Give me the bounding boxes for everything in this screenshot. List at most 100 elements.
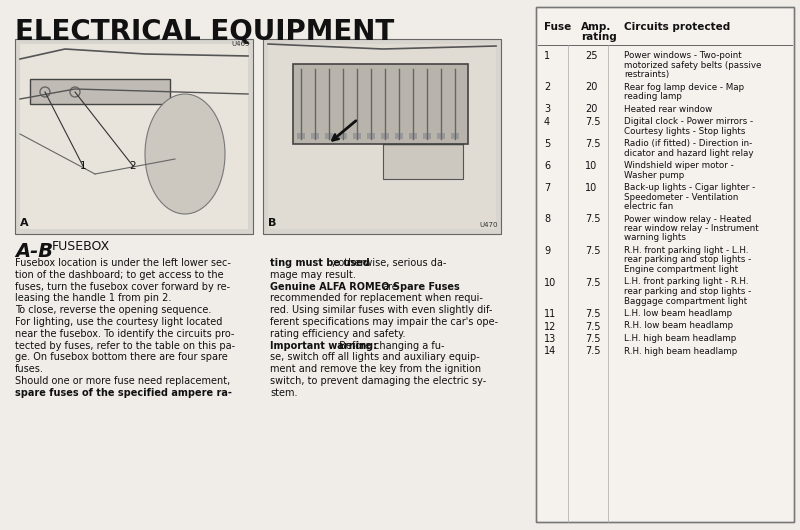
Text: 11: 11 xyxy=(544,309,556,319)
Text: fuses, turn the fusebox cover forward by re-: fuses, turn the fusebox cover forward by… xyxy=(15,281,230,292)
Text: 2: 2 xyxy=(544,83,550,93)
Text: 13: 13 xyxy=(544,334,556,344)
Text: ; otherwise, serious da-: ; otherwise, serious da- xyxy=(332,258,446,268)
Text: rear parking and stop lights -: rear parking and stop lights - xyxy=(624,287,751,296)
Bar xyxy=(15,39,253,234)
Text: 5: 5 xyxy=(544,139,550,149)
Text: tion of the dashboard; to get access to the: tion of the dashboard; to get access to … xyxy=(15,270,224,280)
Text: 25: 25 xyxy=(585,51,598,61)
Text: fuses.: fuses. xyxy=(15,364,44,374)
Text: L.H. high beam headlamp: L.H. high beam headlamp xyxy=(624,334,736,343)
Text: Fuse: Fuse xyxy=(544,22,571,32)
Text: 7.5: 7.5 xyxy=(585,322,601,331)
Text: ment and remove the key from the ignition: ment and remove the key from the ignitio… xyxy=(270,364,481,374)
Text: Back-up lights - Cigar lighter -: Back-up lights - Cigar lighter - xyxy=(624,183,755,192)
Text: restraints): restraints) xyxy=(624,70,670,79)
Text: 7.5: 7.5 xyxy=(585,347,601,357)
Bar xyxy=(536,7,794,522)
Text: rating efficiency and safety.: rating efficiency and safety. xyxy=(270,329,406,339)
Text: 7.5: 7.5 xyxy=(585,117,601,127)
Text: tected by fuses, refer to the table on this pa-: tected by fuses, refer to the table on t… xyxy=(15,341,235,351)
Text: Amp.: Amp. xyxy=(581,22,611,32)
Text: Speedometer - Ventilation: Speedometer - Ventilation xyxy=(624,192,738,201)
Text: 7.5: 7.5 xyxy=(585,278,601,287)
Text: 8: 8 xyxy=(544,215,550,225)
Text: 20: 20 xyxy=(585,83,598,93)
Text: are: are xyxy=(383,281,398,292)
Text: Important warning:: Important warning: xyxy=(270,341,377,351)
Text: 7.5: 7.5 xyxy=(585,334,601,344)
Bar xyxy=(383,144,463,179)
Text: Radio (if fitted) - Direction in-: Radio (if fitted) - Direction in- xyxy=(624,139,752,148)
Text: Fusebox location is under the left lower sec-: Fusebox location is under the left lower… xyxy=(15,258,231,268)
Bar xyxy=(395,133,403,139)
Text: R.H. front parking light - L.H.: R.H. front parking light - L.H. xyxy=(624,246,749,255)
Text: 6: 6 xyxy=(544,161,550,171)
Text: mage may result.: mage may result. xyxy=(270,270,356,280)
Text: 7.5: 7.5 xyxy=(585,215,601,225)
Text: 10: 10 xyxy=(544,278,556,287)
Bar xyxy=(339,133,347,139)
Bar xyxy=(437,133,445,139)
Text: 9: 9 xyxy=(544,246,550,256)
Text: 7: 7 xyxy=(544,183,550,193)
Text: 7.5: 7.5 xyxy=(585,139,601,149)
Text: red. Using similar fuses with even slightly dif-: red. Using similar fuses with even sligh… xyxy=(270,305,492,315)
Text: For lighting, use the courtesy light located: For lighting, use the courtesy light loc… xyxy=(15,317,222,327)
Text: Digital clock - Power mirrors -: Digital clock - Power mirrors - xyxy=(624,117,753,126)
Text: 3: 3 xyxy=(544,104,550,114)
Text: U470: U470 xyxy=(479,222,498,228)
Text: L.H. front parking light - R.H.: L.H. front parking light - R.H. xyxy=(624,278,749,287)
Text: reading lamp: reading lamp xyxy=(624,92,682,101)
Bar xyxy=(451,133,459,139)
Text: warning lights: warning lights xyxy=(624,234,686,243)
Text: R.H. high beam headlamp: R.H. high beam headlamp xyxy=(624,347,738,356)
Text: A: A xyxy=(20,218,29,228)
Text: 10: 10 xyxy=(585,161,598,171)
Text: B: B xyxy=(268,218,276,228)
Text: 12: 12 xyxy=(544,322,556,331)
Text: U469: U469 xyxy=(231,41,250,47)
Text: Genuine ALFA ROMEO Spare Fuses: Genuine ALFA ROMEO Spare Fuses xyxy=(270,281,463,292)
Text: switch, to prevent damaging the electric sy-: switch, to prevent damaging the electric… xyxy=(270,376,486,386)
Bar xyxy=(367,133,375,139)
Text: spare fuses of the specified ampere ra-: spare fuses of the specified ampere ra- xyxy=(15,388,232,398)
Text: L.H. low beam headlamp: L.H. low beam headlamp xyxy=(624,309,732,318)
Text: Circuits protected: Circuits protected xyxy=(624,22,730,32)
Bar xyxy=(409,133,417,139)
Text: rating: rating xyxy=(581,32,617,42)
Text: ge. On fusebox bottom there are four spare: ge. On fusebox bottom there are four spa… xyxy=(15,352,228,363)
Text: Power window relay - Heated: Power window relay - Heated xyxy=(624,215,751,224)
Text: 20: 20 xyxy=(585,104,598,114)
Text: Baggage compartment light: Baggage compartment light xyxy=(624,296,747,305)
Bar xyxy=(536,7,794,522)
Text: 7.5: 7.5 xyxy=(585,246,601,256)
Bar xyxy=(325,133,333,139)
Bar xyxy=(268,44,496,229)
Text: rear window relay - Instrument: rear window relay - Instrument xyxy=(624,224,758,233)
Text: dicator and hazard light relay: dicator and hazard light relay xyxy=(624,148,754,157)
Text: 10: 10 xyxy=(585,183,598,193)
Text: Engine compartment light: Engine compartment light xyxy=(624,265,738,274)
Text: motorized safety belts (passive: motorized safety belts (passive xyxy=(624,60,762,69)
Text: To close, reverse the opening sequence.: To close, reverse the opening sequence. xyxy=(15,305,211,315)
Text: Rear fog lamp device - Map: Rear fog lamp device - Map xyxy=(624,83,744,92)
Text: 1: 1 xyxy=(80,161,86,171)
Text: rear parking and stop lights -: rear parking and stop lights - xyxy=(624,255,751,264)
Bar xyxy=(293,64,468,144)
Bar xyxy=(311,133,319,139)
Text: A-B: A-B xyxy=(15,242,53,261)
Text: R.H. low beam headlamp: R.H. low beam headlamp xyxy=(624,322,733,331)
Text: se, switch off all lights and auxiliary equip-: se, switch off all lights and auxiliary … xyxy=(270,352,480,363)
Text: near the fusebox. To identify the circuits pro-: near the fusebox. To identify the circui… xyxy=(15,329,234,339)
Text: 2: 2 xyxy=(130,161,136,171)
Bar xyxy=(30,79,170,104)
Text: 4: 4 xyxy=(544,117,550,127)
Bar xyxy=(297,133,305,139)
Text: ferent specifications may impair the car's ope-: ferent specifications may impair the car… xyxy=(270,317,498,327)
Ellipse shape xyxy=(145,94,225,214)
Text: Power windows - Two-point: Power windows - Two-point xyxy=(624,51,742,60)
Text: recommended for replacement when requi-: recommended for replacement when requi- xyxy=(270,294,483,303)
Text: Windshield wiper motor -: Windshield wiper motor - xyxy=(624,161,734,170)
Text: ting must be used: ting must be used xyxy=(270,258,370,268)
